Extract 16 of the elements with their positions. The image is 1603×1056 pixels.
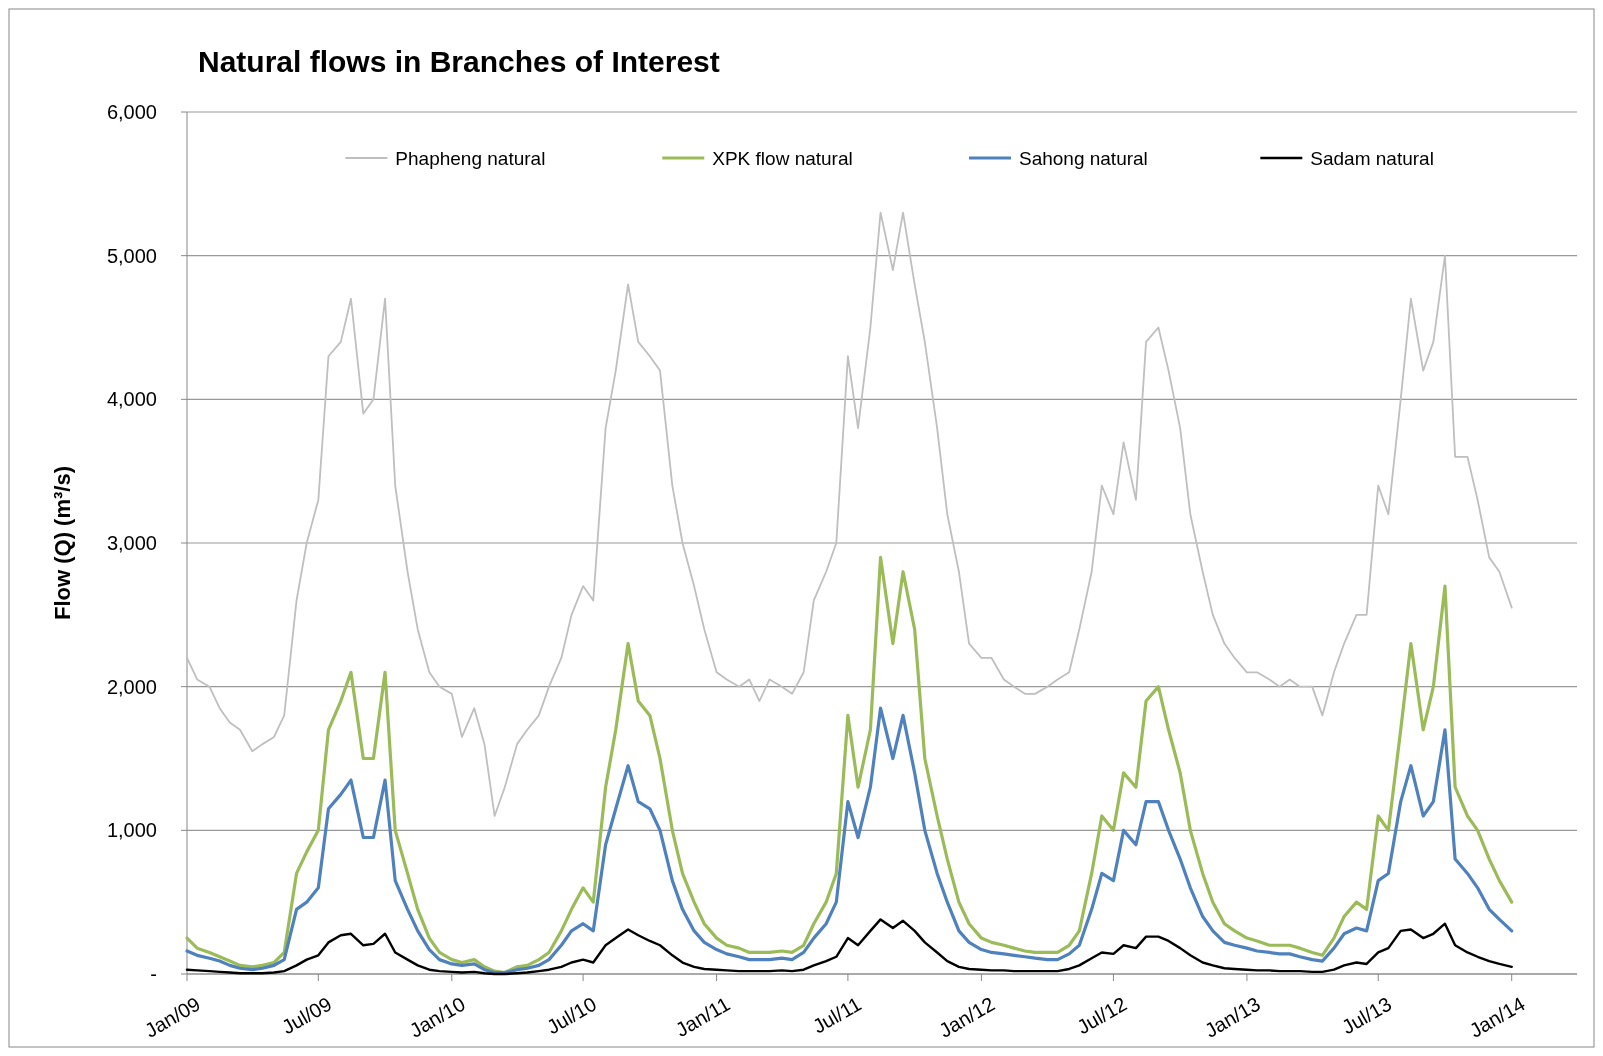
y-tick-label: 1,000 [106,819,157,842]
legend-label: Sadam natural [1310,147,1434,169]
line-series [185,706,1514,975]
line-series [186,211,1513,817]
legend-label: XPK flow natural [712,147,853,169]
y-tick-label: 2,000 [106,675,157,698]
y-tick-label: 5,000 [106,244,157,267]
y-axis-title: Flow (Q) (m³/s) [50,466,75,620]
y-tick-label: - [150,963,157,985]
legend-label: Phapheng natural [395,147,546,169]
chart-title: Natural flows in Branches of Interest [198,45,720,78]
y-tick-label: 6,000 [106,101,157,123]
y-tick-label: 4,000 [106,388,157,411]
y-tick-label: 3,000 [106,532,157,554]
legend-label: Sahong natural [1018,147,1148,169]
line-series [185,918,1513,976]
